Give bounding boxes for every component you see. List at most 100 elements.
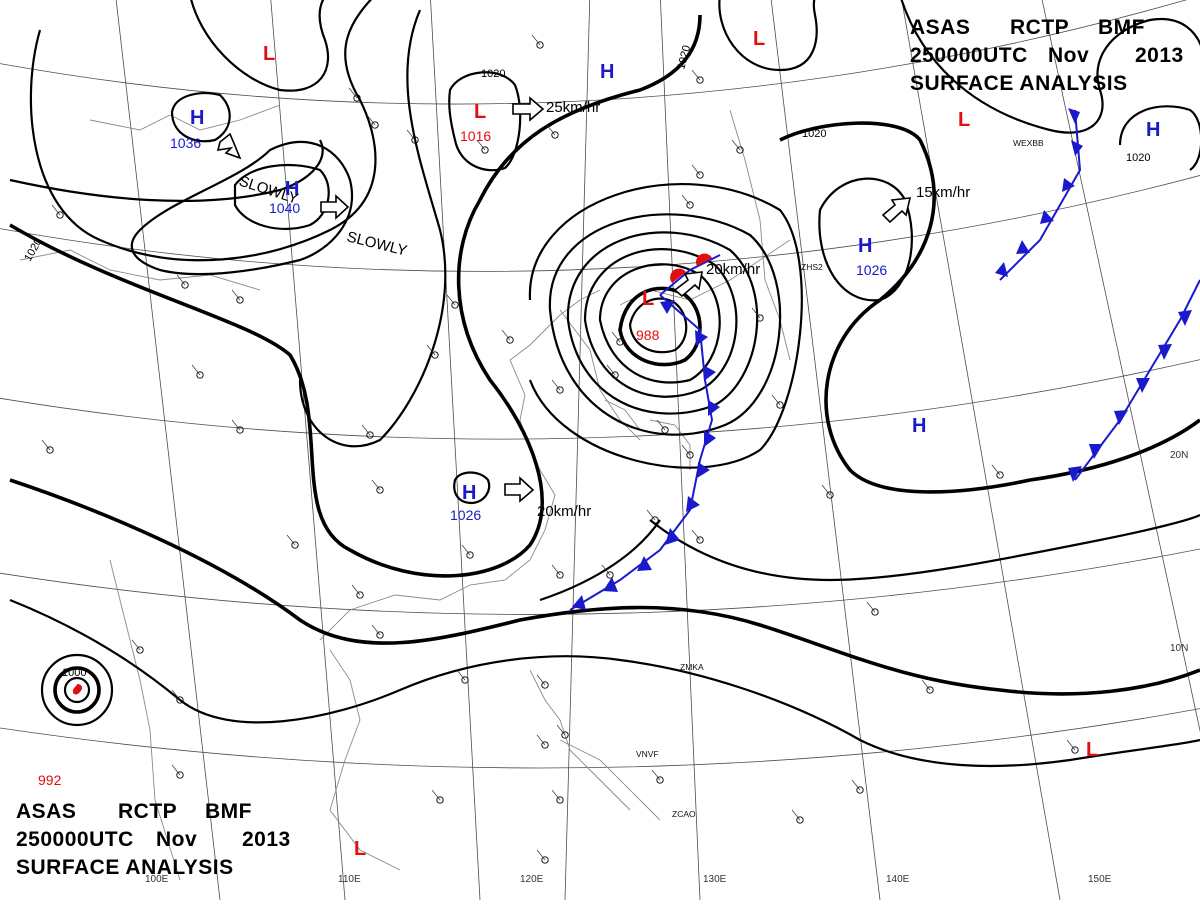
longitude-line <box>660 0 701 901</box>
station-circle <box>796 816 804 824</box>
station-circle <box>236 426 244 434</box>
wind-barb <box>731 139 741 151</box>
low-pressure-marker: L <box>958 109 970 131</box>
front-triangle <box>572 595 586 610</box>
station-circle <box>481 146 489 154</box>
station-circle <box>46 446 54 454</box>
station-circle <box>611 371 619 379</box>
header-time: 250000UTC <box>910 44 1028 67</box>
motion-label: 25km/hr <box>546 99 600 116</box>
motion-arrow <box>216 132 242 160</box>
station-circle <box>451 301 459 309</box>
station-labels: ZMKA VNVF ZCAO ZHS2 WEXBB <box>636 138 1044 819</box>
typhoon-isobar <box>40 653 114 727</box>
wind-barb <box>41 439 51 451</box>
station-circle <box>353 94 361 102</box>
wind-barb <box>921 679 931 691</box>
front-triangle <box>686 496 700 512</box>
station-circle <box>756 314 764 322</box>
station-circle <box>1071 746 1079 754</box>
wind-barb <box>366 114 376 126</box>
station-circle <box>696 171 704 179</box>
front-triangle <box>665 528 680 545</box>
station-circle <box>696 536 704 544</box>
pressure-centers: H 1036 H 1040 H 1026 H 1026 H H H L 1016… <box>170 28 1160 860</box>
longitude-line <box>901 0 1061 901</box>
high-pressure-value: 1026 <box>450 507 481 523</box>
wind-barb <box>691 69 701 81</box>
wind-barb <box>348 87 358 99</box>
front-triangle <box>1136 378 1150 393</box>
isobar <box>9 14 702 578</box>
front-triangle <box>695 330 708 346</box>
station-circle <box>181 281 189 289</box>
wind-barb <box>231 289 241 301</box>
station-circle <box>466 551 474 559</box>
wind-barb <box>691 164 701 176</box>
isobar <box>298 9 447 448</box>
wind-barb <box>791 809 801 821</box>
motion-arrow <box>320 194 350 220</box>
coastline <box>109 559 181 881</box>
front-triangle <box>1158 344 1172 360</box>
header-product: BMF <box>205 800 252 823</box>
station-circle <box>541 681 549 689</box>
coastline <box>89 104 281 131</box>
warm-front <box>659 254 721 296</box>
coastline <box>604 399 641 431</box>
motion-arrow <box>673 271 703 298</box>
header-station: RCTP <box>1010 16 1069 39</box>
low-pressure-marker: L <box>1086 739 1098 761</box>
longitude-line <box>430 0 481 901</box>
isobar <box>900 0 1200 134</box>
header-station: RCTP <box>118 800 177 823</box>
wind-barb <box>681 194 691 206</box>
header-month: Nov <box>156 828 197 851</box>
header-agency: ASAS <box>16 800 76 823</box>
wind-barb <box>536 734 546 746</box>
station-circle <box>196 371 204 379</box>
motion-arrow <box>881 197 912 224</box>
front-triangle <box>995 262 1008 277</box>
isobar-label: 1020 <box>1126 152 1150 164</box>
isobar <box>718 0 818 72</box>
typhoon-value: 992 <box>38 772 62 788</box>
station-id: ZCAO <box>672 809 696 819</box>
header-year: 2013 <box>1135 44 1184 67</box>
isobar <box>649 514 1200 582</box>
typhoon-symbol: 992 <box>38 684 83 788</box>
high-pressure-marker: H <box>1146 119 1160 141</box>
header-agency: ASAS <box>910 16 970 39</box>
wind-barb <box>501 329 511 341</box>
isobar <box>618 286 702 367</box>
front-triangle <box>1068 108 1080 124</box>
front-triangle <box>1016 240 1030 254</box>
wind-barb <box>361 424 371 436</box>
header-top: ASAS RCTP BMF 250000UTC Nov 2013 SURFACE… <box>910 16 1184 95</box>
low-pressure-marker: L <box>263 43 275 65</box>
motion-label: 20km/hr <box>537 503 591 520</box>
station-circle <box>431 351 439 359</box>
isobar <box>818 177 913 302</box>
coastline <box>559 739 661 821</box>
wind-barb <box>771 394 781 406</box>
high-pressure-value: 1040 <box>269 200 300 216</box>
latitude-label: 10N <box>1170 643 1188 654</box>
isobar <box>448 71 522 172</box>
front-triangle <box>1114 410 1128 425</box>
station-circle <box>996 471 1004 479</box>
high-pressure-marker: H <box>600 61 614 83</box>
station-circle <box>541 741 549 749</box>
header-bottom: ASAS RCTP BMF 250000UTC Nov 2013 SURFACE… <box>16 800 290 879</box>
front-triangle <box>603 577 618 592</box>
wind-barb <box>656 419 666 431</box>
station-circle <box>656 776 664 784</box>
longitude-label: 120E <box>520 874 544 885</box>
latitude-line <box>0 548 1200 615</box>
longitude-label: 150E <box>1088 874 1112 885</box>
wind-barb <box>556 724 566 736</box>
longitude-line <box>770 0 881 901</box>
motion-label: 20km/hr <box>706 261 760 278</box>
